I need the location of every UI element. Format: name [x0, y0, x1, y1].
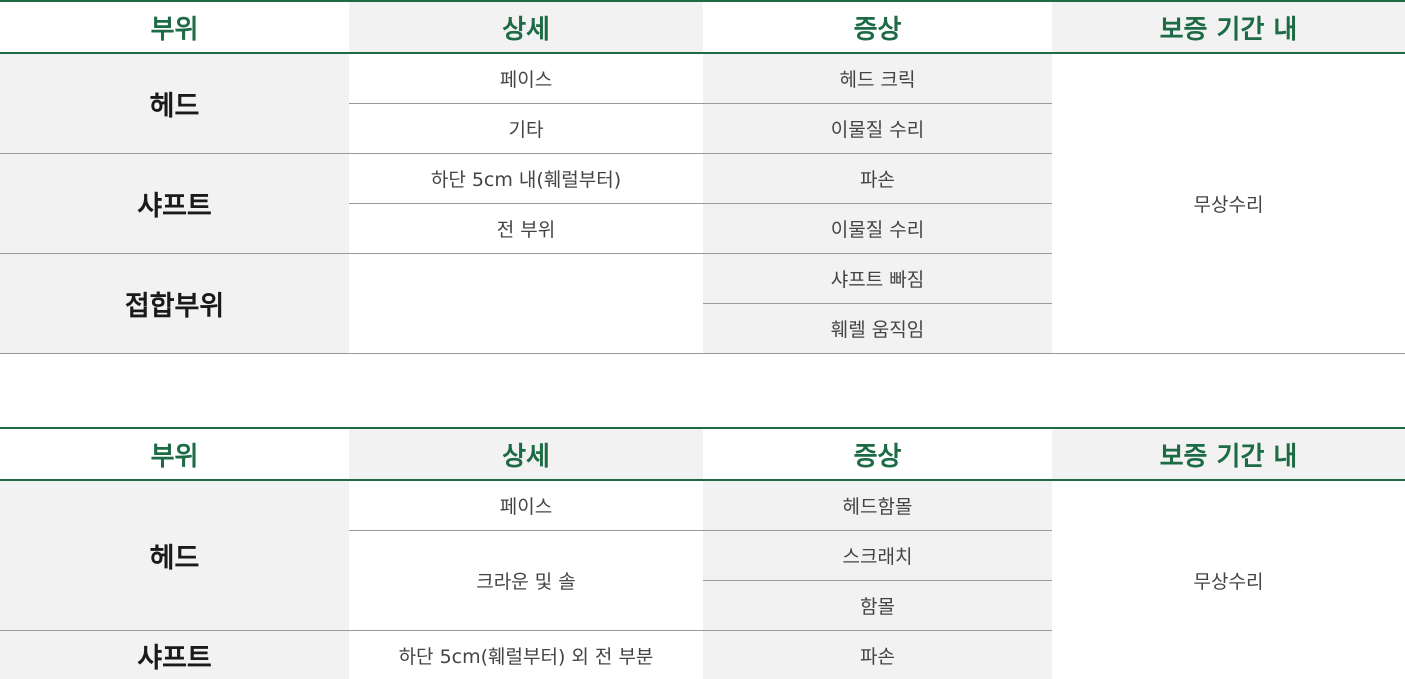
- part-shaft: 샤프트: [0, 630, 349, 679]
- symptom-shaft-out: 샤프트 빠짐: [703, 253, 1052, 304]
- detail-crown-sole: 크라운 및 솔: [349, 530, 703, 631]
- table-row: 훼렐 움직임: [0, 303, 1405, 354]
- table-row: 헤드 페이스 헤드함몰 무상수리: [0, 480, 1405, 679]
- symptom-foreign-repair: 이물질 수리: [703, 103, 1052, 154]
- symptom-head-click: 헤드 크릭: [703, 53, 1052, 104]
- symptom-broken: 파손: [703, 630, 1052, 679]
- symptom-dent: 함몰: [703, 580, 1052, 631]
- table-row: 샤프트 하단 5cm(훼럴부터) 외 전 부분 파손: [0, 630, 1405, 679]
- symptom-broken: 파손: [703, 153, 1052, 204]
- warranty-table-1: 부위 상세 증상 보증 기간 내 헤드 페이스 헤드 크릭 무상수리 기타 이물…: [0, 0, 1405, 354]
- symptom-scratch: 스크래치: [703, 530, 1052, 581]
- header-part: 부위: [0, 0, 349, 54]
- header-detail: 상세: [349, 0, 703, 54]
- header-symptom: 증상: [703, 0, 1052, 54]
- detail-face: 페이스: [349, 53, 703, 104]
- detail-etc: 기타: [349, 103, 703, 154]
- table-row: 전 부위 이물질 수리: [0, 203, 1405, 254]
- detail-all: 전 부위: [349, 203, 703, 254]
- table-row: 기타 이물질 수리: [0, 103, 1405, 154]
- header-part: 부위: [0, 427, 349, 481]
- table-header-row: 부위 상세 증상 보증 기간 내: [0, 427, 1405, 481]
- table-row: 접합부위 샤프트 빠짐: [0, 253, 1405, 354]
- table-row: 헤드 페이스 헤드 크릭 무상수리: [0, 53, 1405, 354]
- header-warranty: 보증 기간 내: [1052, 427, 1405, 481]
- symptom-foreign-repair: 이물질 수리: [703, 203, 1052, 254]
- table-row: 샤프트 하단 5cm 내(훼럴부터) 파손: [0, 153, 1405, 254]
- warranty-value: 무상수리: [1052, 480, 1405, 679]
- part-head: 헤드: [0, 480, 349, 631]
- warranty-value: 무상수리: [1052, 53, 1405, 354]
- header-detail: 상세: [349, 427, 703, 481]
- symptom-head-dent: 헤드함몰: [703, 480, 1052, 531]
- symptom-ferrule-move: 훼렐 움직임: [703, 303, 1052, 354]
- part-shaft: 샤프트: [0, 153, 349, 254]
- table-row: 함몰: [0, 580, 1405, 631]
- part-joint: 접합부위: [0, 253, 349, 354]
- warranty-table-2: 부위 상세 증상 보증 기간 내 헤드 페이스 헤드함몰 무상수리 크라운 및 …: [0, 427, 1405, 679]
- detail-face: 페이스: [349, 480, 703, 531]
- detail-lower-outside: 하단 5cm(훼럴부터) 외 전 부분: [349, 630, 703, 679]
- part-head: 헤드: [0, 53, 349, 154]
- header-warranty: 보증 기간 내: [1052, 0, 1405, 54]
- header-symptom: 증상: [703, 427, 1052, 481]
- table-header-row: 부위 상세 증상 보증 기간 내: [0, 0, 1405, 54]
- detail-joint: [349, 253, 703, 354]
- table-row: 크라운 및 솔 스크래치: [0, 530, 1405, 631]
- detail-lower-5cm: 하단 5cm 내(훼럴부터): [349, 153, 703, 204]
